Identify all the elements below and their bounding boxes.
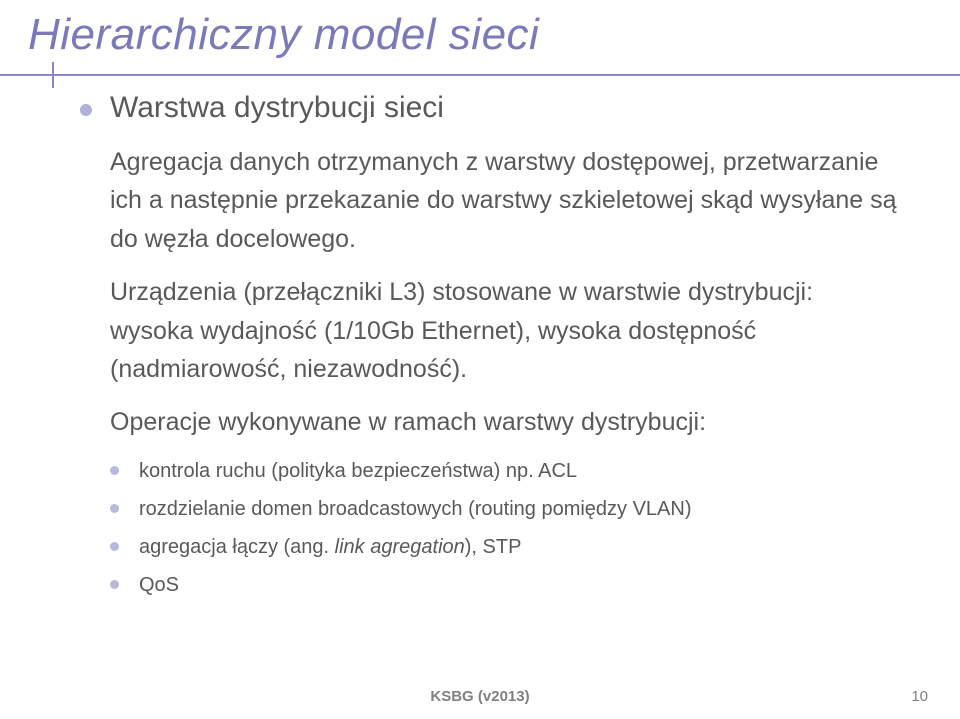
- bullet-icon: [110, 542, 119, 551]
- bullet-icon: [110, 580, 119, 589]
- slide-content: Warstwa dystrybucji sieci Agregacja dany…: [0, 60, 960, 600]
- bullet-icon: [80, 104, 92, 116]
- sub-item-suffix: ), STP: [465, 536, 522, 558]
- list-item: QoS: [110, 570, 900, 600]
- footer-text: KSBG (v2013): [0, 688, 960, 705]
- page-number: 10: [911, 688, 928, 705]
- bullet-icon: [110, 504, 119, 513]
- sub-item-text: rozdzielanie domen broadcastowych (routi…: [139, 494, 692, 524]
- sub-item-prefix: agregacja łączy (ang.: [139, 536, 335, 558]
- sub-item-text: kontrola ruchu (polityka bezpieczeństwa)…: [139, 456, 577, 486]
- sub-item-text: QoS: [139, 570, 179, 600]
- title-tick: [52, 62, 54, 88]
- slide-title: Hierarchiczny model sieci: [28, 10, 960, 60]
- list-item: kontrola ruchu (polityka bezpieczeństwa)…: [110, 456, 900, 486]
- list-item: rozdzielanie domen broadcastowych (routi…: [110, 494, 900, 524]
- paragraph: Urządzenia (przełączniki L3) stosowane w…: [110, 273, 900, 389]
- paragraph: Operacje wykonywane w ramach warstwy dys…: [110, 403, 900, 442]
- bullet-icon: [110, 466, 119, 475]
- sub-item-text: agregacja łączy (ang. link agregation), …: [139, 532, 521, 562]
- paragraph: Agregacja danych otrzymanych z warstwy d…: [110, 143, 900, 259]
- title-rule: [0, 74, 960, 76]
- sub-item-italic: link agregation: [335, 536, 465, 558]
- list-item: agregacja łączy (ang. link agregation), …: [110, 532, 900, 562]
- sub-list: kontrola ruchu (polityka bezpieczeństwa)…: [110, 456, 900, 600]
- main-bullet-text: Warstwa dystrybucji sieci: [110, 88, 444, 129]
